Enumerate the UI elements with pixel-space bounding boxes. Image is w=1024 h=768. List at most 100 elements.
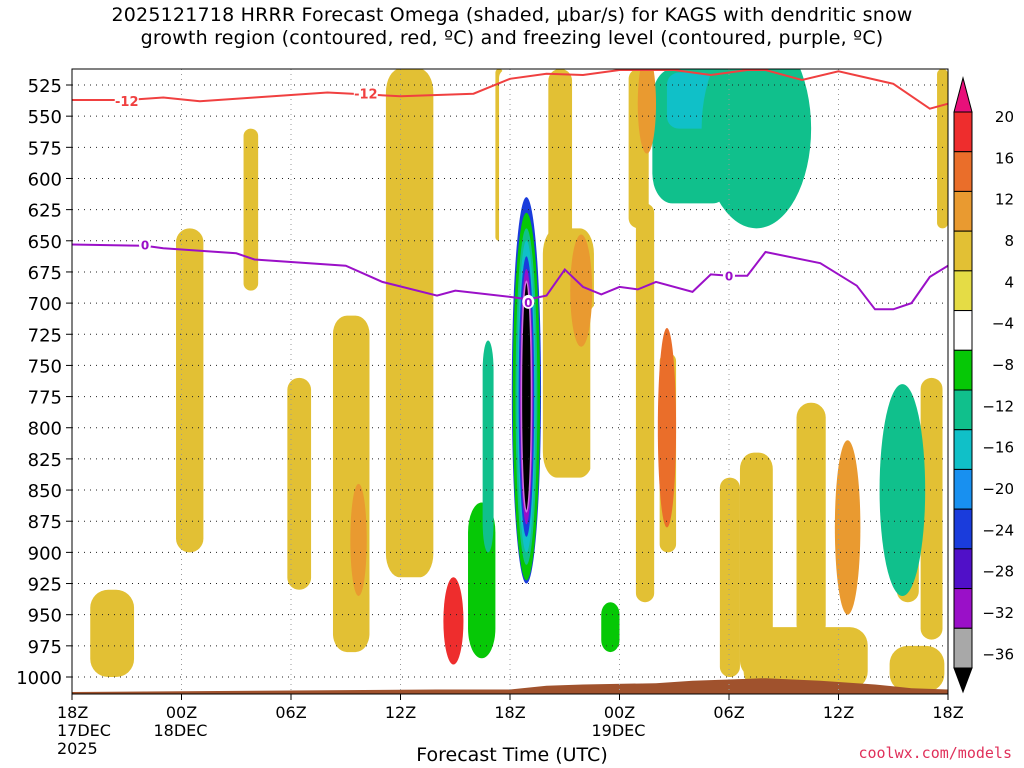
omega-core-ring-6 xyxy=(520,280,533,513)
freezing-level-line xyxy=(72,243,948,311)
y-tick-label-900: 900 xyxy=(28,543,62,564)
y-tick-label-850: 850 xyxy=(28,481,62,502)
omega-lowlevel-blob-3 xyxy=(889,645,945,692)
colorbar-label-5: 4 xyxy=(1004,273,1014,291)
colorbar-bin-12 xyxy=(953,548,973,590)
colorbar-bin-4 xyxy=(953,230,973,272)
omega-band-10 xyxy=(411,452,427,553)
y-tick-label-925: 925 xyxy=(28,575,62,596)
y-tick-label-550: 550 xyxy=(28,107,62,128)
omega-band-8 xyxy=(369,452,386,603)
dgz-label-2: -12 xyxy=(354,88,378,103)
colorbar-label-9: −16 xyxy=(982,439,1014,457)
colorbar-bin-6 xyxy=(953,310,973,351)
x-tick-date-6: 18DEC xyxy=(154,721,208,740)
omega-region-10 xyxy=(443,577,464,665)
colorbar-bin-2 xyxy=(953,151,973,192)
colorbar-top-arrow xyxy=(953,76,973,113)
colorbar-bin-1 xyxy=(953,111,973,153)
colorbar-bin-14 xyxy=(953,627,973,669)
y-tick-label-725: 725 xyxy=(28,325,62,346)
omega-band-25 xyxy=(796,402,826,640)
y-tick-label-700: 700 xyxy=(28,294,62,315)
omega-band-12 xyxy=(499,69,518,403)
ground-surface xyxy=(72,678,948,694)
colorbar-bin-7 xyxy=(953,349,973,391)
chart-title-line2: growth region (contoured, red, ºC) and f… xyxy=(140,27,884,49)
colorbar-label-13: −32 xyxy=(982,604,1014,622)
omega-region-7 xyxy=(570,234,593,347)
y-tick-label-825: 825 xyxy=(28,450,62,471)
dgz-label-bg-1 xyxy=(114,94,139,109)
omega-band-9 xyxy=(385,69,434,578)
x-tick-label-30: 00Z xyxy=(604,703,635,722)
x-tick-label-24: 18Z xyxy=(494,703,525,722)
omega-band-21 xyxy=(681,69,719,665)
omega-band-17 xyxy=(608,128,622,603)
y-tick-label-750: 750 xyxy=(28,356,62,377)
omega-lowlevel-blob-2 xyxy=(743,627,868,690)
omega-band-3 xyxy=(176,228,204,553)
dgz-label-bg-2 xyxy=(353,86,378,101)
y-tick-label-675: 675 xyxy=(28,263,62,284)
y-tick-label-575: 575 xyxy=(28,138,62,159)
y-tick-label-600: 600 xyxy=(28,169,62,190)
fzl-label-bg-3 xyxy=(723,268,735,283)
omega-region-8 xyxy=(350,483,367,596)
colorbar-label-8: −12 xyxy=(982,397,1014,415)
colorbar-bottom-arrow xyxy=(953,667,973,694)
x-tick-label-12: 06Z xyxy=(275,703,306,722)
colorbar-label-14: −36 xyxy=(982,645,1014,663)
x-tick-label-48: 18Z xyxy=(932,703,963,722)
fzl-label-bg-1 xyxy=(139,237,151,252)
y-tick-label-525: 525 xyxy=(28,76,62,97)
y-tick-label-875: 875 xyxy=(28,512,62,533)
omega-region-5 xyxy=(701,69,812,229)
credit-text: coolwx.com/models xyxy=(858,744,1012,762)
x-tick-label-18: 12Z xyxy=(385,703,416,722)
x-tick-year-0: 2025 xyxy=(57,739,98,758)
omega-band-5 xyxy=(287,377,312,590)
colorbar-bin-13 xyxy=(953,588,973,629)
y-tick-label-975: 975 xyxy=(28,637,62,658)
omega-band-2 xyxy=(186,69,224,229)
omega-band-23 xyxy=(739,452,773,677)
y-tick-label-650: 650 xyxy=(28,232,62,253)
colorbar-label-2: 16 xyxy=(995,149,1014,167)
y-tick-label-1000: 1000 xyxy=(16,668,62,689)
colorbar-label-10: −20 xyxy=(982,480,1014,498)
dgz-label-1: -12 xyxy=(115,95,139,110)
x-axis-title: Forecast Time (UTC) xyxy=(416,744,608,766)
y-tick-label-775: 775 xyxy=(28,388,62,409)
omega-band-7 xyxy=(332,315,370,653)
omega-lowlevel-blob-1 xyxy=(90,589,135,677)
colorbar-bin-8 xyxy=(953,389,973,431)
fzl-label-3: 0 xyxy=(725,270,733,284)
colorbar-bin-3 xyxy=(953,190,973,232)
fzl-label-2: 0 xyxy=(524,296,532,310)
omega-band-4 xyxy=(243,128,259,291)
colorbar-label-7: −8 xyxy=(992,356,1014,374)
x-tick-label-42: 12Z xyxy=(823,703,854,722)
x-tick-label-6: 00Z xyxy=(166,703,197,722)
colorbar-bin-10 xyxy=(953,468,973,510)
omega-region-6 xyxy=(834,440,861,615)
colorbar-bin-11 xyxy=(953,508,973,550)
colorbar-label-4: 8 xyxy=(1004,232,1014,250)
colorbar-bin-9 xyxy=(953,429,973,470)
y-tick-label-800: 800 xyxy=(28,419,62,440)
omega-band-29 xyxy=(937,69,948,229)
omega-region-9 xyxy=(637,69,656,154)
omega-band-6 xyxy=(292,69,343,304)
y-tick-label-950: 950 xyxy=(28,606,62,627)
omega-band-28 xyxy=(920,377,943,640)
x-tick-label-36: 06Z xyxy=(713,703,744,722)
colorbar-bin-5 xyxy=(953,270,973,312)
colorbar-label-1: 20 xyxy=(995,108,1014,126)
dgz-contour-line xyxy=(72,69,948,110)
x-tick-date-30: 19DEC xyxy=(592,721,646,740)
fzl-label-1: 0 xyxy=(141,239,149,253)
omega-blue-thin-column xyxy=(482,340,494,553)
x-tick-date-0: 17DEC xyxy=(57,721,111,740)
